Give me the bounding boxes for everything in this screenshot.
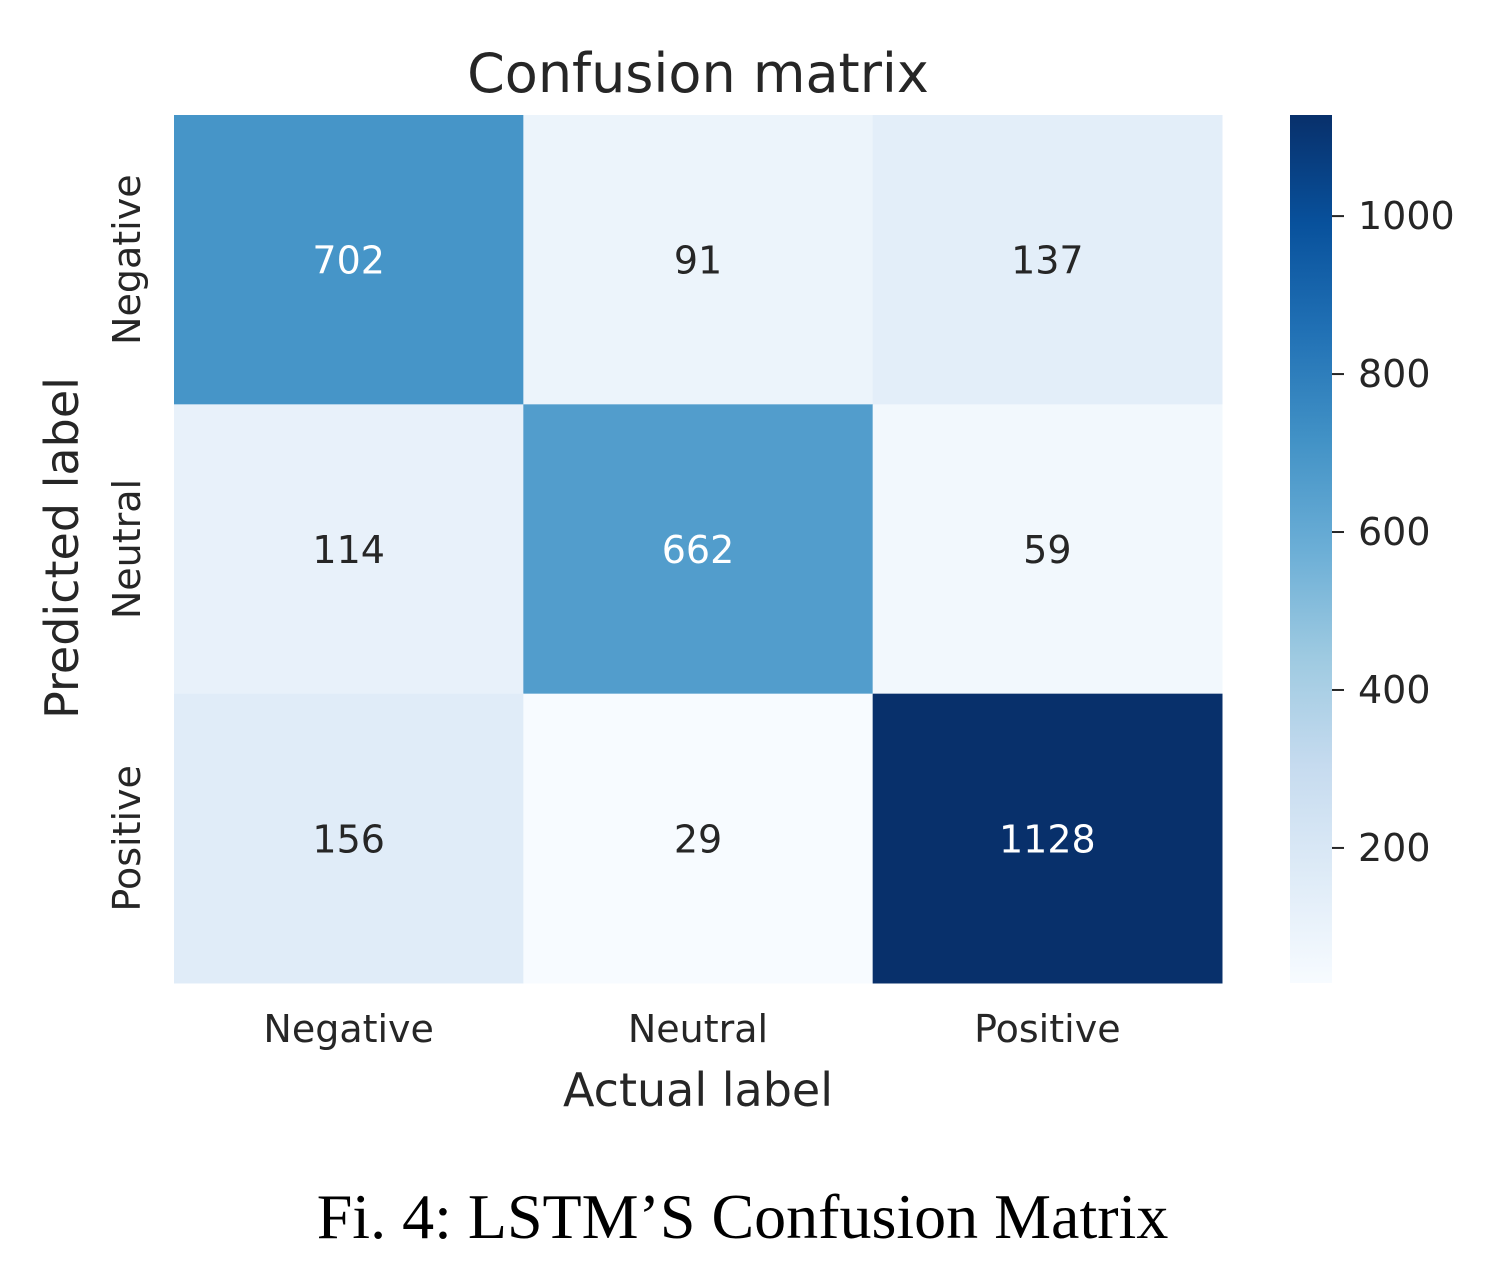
- y-tick-labels: Negative Neutral Positive: [105, 174, 149, 911]
- heatmap-cell: [872, 115, 1223, 405]
- heatmap-cell: [872, 693, 1223, 984]
- colorbar-tick-label: 400: [1358, 668, 1431, 712]
- cell-value-label: 29: [674, 817, 722, 861]
- y-tick-label: Neutral: [105, 479, 149, 619]
- cell-value-label: 91: [674, 239, 722, 283]
- figure-caption: Fi. 4: LSTM’S Confusion Matrix: [316, 1181, 1169, 1252]
- cell-value-label: 1128: [999, 817, 1096, 861]
- heatmap-cell: [174, 404, 524, 695]
- colorbar-tick-label: 1000: [1358, 194, 1455, 238]
- cell-value-label: 114: [312, 528, 385, 572]
- colorbar-ticks: 200 400 600 800 1000: [1332, 194, 1455, 870]
- colorbar-tick-label: 600: [1358, 510, 1431, 554]
- colorbar: [1290, 115, 1332, 983]
- cell-value-label: 662: [662, 528, 735, 572]
- y-tick-label: Negative: [105, 174, 149, 345]
- cell-value-label: 59: [1023, 528, 1071, 572]
- heatmap-cell: [872, 404, 1223, 695]
- heatmap-cell: [174, 115, 524, 405]
- cell-value-label: 702: [312, 239, 385, 283]
- heatmap-cell: [523, 115, 874, 405]
- cell-value-label: 156: [312, 817, 385, 861]
- cell-value-label: 137: [1011, 239, 1084, 283]
- x-axis-label: Actual label: [563, 1063, 833, 1117]
- chart-title: Confusion matrix: [467, 42, 929, 105]
- y-axis-label: Predicted label: [35, 377, 89, 719]
- colorbar-tick-label: 800: [1358, 352, 1431, 396]
- heatmap-cell: [174, 693, 524, 984]
- x-tick-labels: Negative Neutral Positive: [263, 1007, 1120, 1051]
- x-tick-label: Neutral: [628, 1007, 768, 1051]
- y-tick-label: Positive: [105, 765, 149, 912]
- x-tick-label: Negative: [263, 1007, 434, 1051]
- colorbar-tick-label: 200: [1358, 826, 1431, 870]
- heatmap-cells: [174, 115, 1223, 984]
- heatmap-cell: [523, 404, 874, 695]
- heatmap-cell: [523, 693, 874, 984]
- x-tick-label: Positive: [974, 1007, 1121, 1051]
- heatmap-cell-labels: 702 91 137 114 662 59 156 29 1128: [312, 239, 1095, 862]
